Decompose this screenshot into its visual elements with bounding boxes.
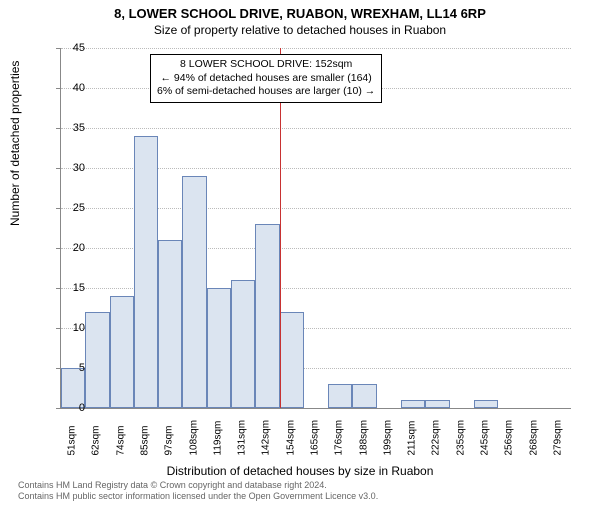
histogram-bar [255, 224, 279, 408]
x-tick-label: 131sqm [237, 420, 248, 456]
info-box-line3: 6% of semi-detached houses are larger (1… [157, 85, 375, 99]
footer-attribution: Contains HM Land Registry data © Crown c… [18, 480, 378, 503]
y-tick-label: 30 [55, 162, 85, 174]
histogram-bar [231, 280, 255, 408]
histogram-bar [110, 296, 134, 408]
histogram-bar [280, 312, 304, 408]
y-tick-label: 25 [55, 202, 85, 214]
x-tick-label: 51sqm [67, 420, 78, 456]
y-tick-label: 15 [55, 282, 85, 294]
histogram-bar [134, 136, 158, 408]
footer-line1: Contains HM Land Registry data © Crown c… [18, 480, 378, 492]
x-tick-label: 176sqm [334, 420, 345, 456]
title-main: 8, LOWER SCHOOL DRIVE, RUABON, WREXHAM, … [0, 6, 600, 21]
x-tick-label: 211sqm [407, 420, 418, 456]
x-tick-label: 268sqm [528, 420, 539, 456]
info-box: 8 LOWER SCHOOL DRIVE: 152sqm← 94% of det… [150, 54, 382, 103]
x-tick-label: 62sqm [91, 420, 102, 456]
x-tick-label: 188sqm [358, 420, 369, 456]
y-gridline [61, 48, 571, 49]
x-tick-label: 199sqm [382, 420, 393, 456]
histogram-bar [85, 312, 109, 408]
x-tick-label: 85sqm [140, 420, 151, 456]
x-tick-label: 142sqm [261, 420, 272, 456]
y-tick-label: 45 [55, 42, 85, 54]
y-axis-label: Number of detached properties [8, 61, 22, 226]
title-sub: Size of property relative to detached ho… [0, 23, 600, 37]
histogram-bar [182, 176, 206, 408]
y-tick-label: 10 [55, 322, 85, 334]
histogram-bar [352, 384, 376, 408]
histogram-bar [401, 400, 425, 408]
x-tick-label: 256sqm [504, 420, 515, 456]
x-tick-label: 97sqm [164, 420, 175, 456]
x-tick-label: 165sqm [310, 420, 321, 456]
x-tick-label: 119sqm [212, 420, 223, 456]
y-tick-label: 40 [55, 82, 85, 94]
x-tick-label: 279sqm [552, 420, 563, 456]
x-tick-label: 222sqm [431, 420, 442, 456]
x-tick-label: 154sqm [285, 420, 296, 456]
histogram-bar [425, 400, 449, 408]
info-box-line1: 8 LOWER SCHOOL DRIVE: 152sqm [157, 58, 375, 72]
y-tick-label: 0 [55, 402, 85, 414]
histogram-bar [158, 240, 182, 408]
footer-line2: Contains HM public sector information li… [18, 491, 378, 503]
x-tick-label: 108sqm [188, 420, 199, 456]
x-tick-label: 74sqm [115, 420, 126, 456]
histogram-bar [328, 384, 352, 408]
x-tick-label: 245sqm [480, 420, 491, 456]
info-box-line2: ← 94% of detached houses are smaller (16… [157, 72, 375, 86]
y-tick-label: 35 [55, 122, 85, 134]
y-tick-label: 20 [55, 242, 85, 254]
y-gridline [61, 128, 571, 129]
histogram-bar [474, 400, 498, 408]
y-tick-label: 5 [55, 362, 85, 374]
x-tick-label: 235sqm [455, 420, 466, 456]
histogram-bar [207, 288, 231, 408]
x-axis-label: Distribution of detached houses by size … [0, 464, 600, 478]
